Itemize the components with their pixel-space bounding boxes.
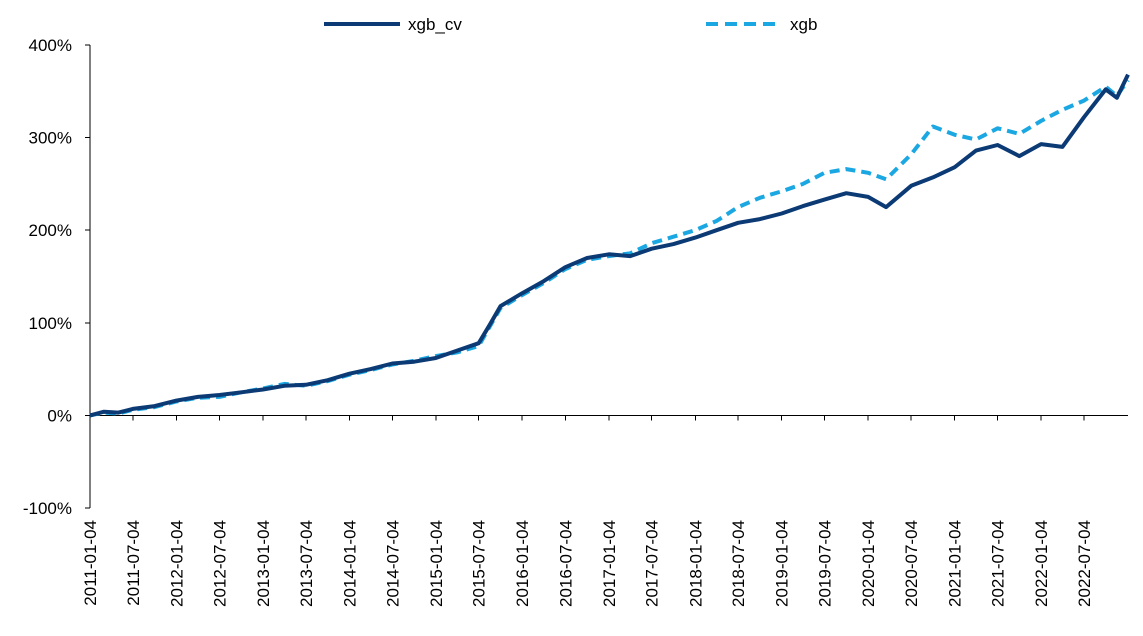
x-tick-label: 2014-07-04 [383,520,402,607]
x-tick-label: 2020-07-04 [902,520,921,607]
x-tick-label: 2016-07-04 [556,520,575,607]
legend-label-xgb-cv: xgb_cv [408,15,462,34]
series-line-xgb-cv [89,73,1130,418]
x-tick-label: 2022-07-04 [1075,520,1094,607]
x-tick-label: 2022-01-04 [1032,520,1051,607]
series-line-xgb [89,79,1130,418]
x-tick-label: 2018-01-04 [686,520,705,607]
legend: xgb_cv xgb [324,15,817,34]
y-tick-label: 200% [29,221,72,240]
x-tick-label: 2011-07-04 [124,520,143,606]
y-tick-label: 400% [29,36,72,55]
x-tick-label: 2014-01-04 [340,520,359,607]
x-tick-label: 2019-01-04 [773,520,792,607]
y-axis: -100% 0% 100% 200% 300% 400% [23,36,91,518]
x-axis: 2011-01-04 2011-07-04 2012-01-04 2012-07-04… [81,414,1128,607]
x-tick-label: 2012-01-04 [167,520,186,607]
y-tick-label: 0% [47,406,72,425]
y-tick-label: -100% [23,499,72,518]
x-tick-label: 2016-01-04 [513,520,532,607]
legend-label-xgb: xgb [790,15,817,34]
x-tick-label: 2011-01-04 [81,520,100,606]
legend-item-xgb-cv: xgb_cv [324,15,462,34]
x-tick-label: 2019-07-04 [816,520,835,607]
x-tick-label: 2013-01-04 [254,520,273,607]
x-tick-label: 2018-07-04 [729,520,748,607]
x-tick-label: 2015-01-04 [427,520,446,607]
x-tick-label: 2017-01-04 [600,520,619,607]
x-tick-label: 2020-01-04 [859,520,878,607]
x-tick-label: 2017-07-04 [643,520,662,607]
y-tick-label: 300% [29,129,72,148]
x-tick-label: 2015-07-04 [470,520,489,607]
series-layer [89,73,1130,418]
legend-item-xgb: xgb [706,15,817,34]
x-tick-label: 2021-07-04 [989,520,1008,607]
y-tick-label: 100% [29,314,72,333]
x-tick-label: 2012-07-04 [210,520,229,607]
x-tick-label: 2013-07-04 [297,520,316,607]
x-tick-label: 2021-01-04 [946,520,965,607]
